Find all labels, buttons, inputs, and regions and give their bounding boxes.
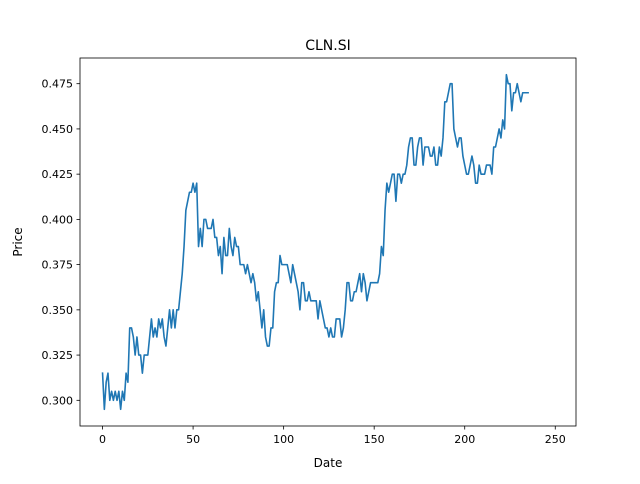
chart-title: CLN.SI: [305, 38, 351, 54]
y-tick-label: 0.325: [42, 349, 74, 362]
x-tick-label: 200: [454, 433, 475, 446]
x-tick-label: 150: [364, 433, 385, 446]
x-tick-label: 250: [545, 433, 566, 446]
x-tick-label: 100: [273, 433, 294, 446]
price-line: [101, 73, 529, 411]
y-axis-label: Price: [11, 227, 25, 256]
y-tick-label: 0.475: [42, 78, 74, 91]
plot-area: [80, 58, 576, 426]
x-tick-label: 0: [99, 433, 106, 446]
y-tick-label: 0.425: [42, 168, 74, 181]
x-tick-label: 50: [186, 433, 200, 446]
y-tick-label: 0.450: [42, 123, 74, 136]
x-axis-label: Date: [314, 456, 343, 470]
y-tick-label: 0.300: [42, 394, 74, 407]
y-tick-label: 0.400: [42, 213, 74, 226]
plot-frame: [79, 57, 577, 427]
y-tick-label: 0.375: [42, 259, 74, 272]
x-ticks: 0 50 100 150 200 250: [99, 426, 566, 446]
y-ticks: 0.300 0.325 0.350 0.375 0.400 0.425 0.450 0.475: [42, 78, 80, 407]
y-tick-label: 0.350: [42, 304, 74, 317]
